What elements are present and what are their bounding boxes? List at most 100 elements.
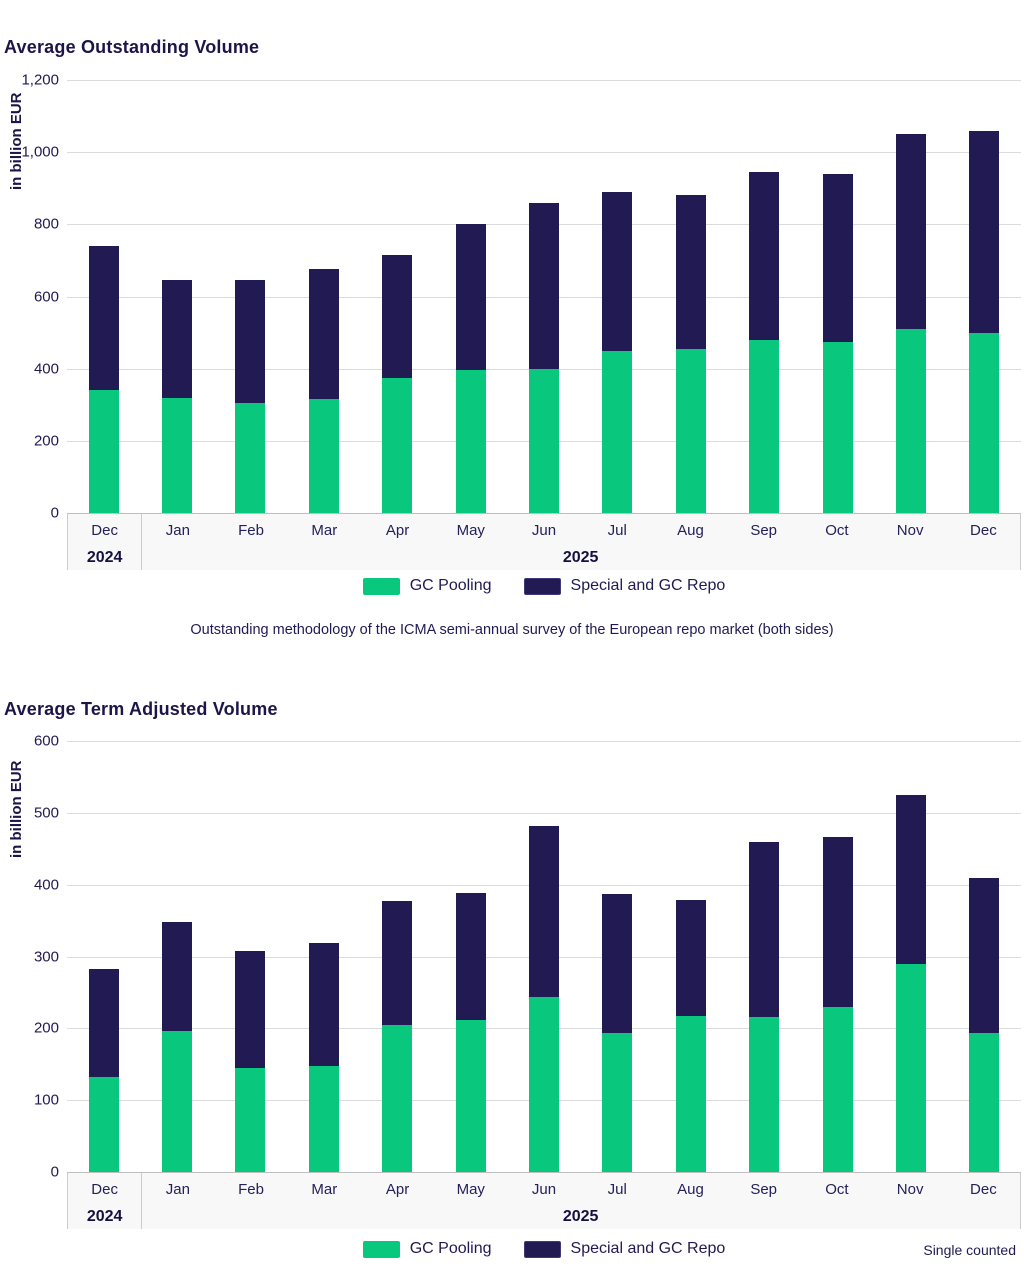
year-separator-line xyxy=(141,1173,143,1229)
bar-segment-gc-pooling xyxy=(969,1032,1000,1172)
bar-segment-special-gc-repo xyxy=(969,130,1000,333)
x-axis-month-label: Aug xyxy=(677,522,704,539)
legend-label: Special and GC Repo xyxy=(570,1240,726,1257)
x-axis-month-label: Dec xyxy=(970,522,997,539)
plot-area-outstanding-volume xyxy=(67,80,1021,513)
bar-segment-special-gc-repo xyxy=(675,195,706,349)
x-axis-month-label: Jan xyxy=(165,1181,190,1198)
bar-jun-6 xyxy=(529,202,559,513)
year-separator-line xyxy=(141,514,143,570)
legend-item-gc-pooling[interactable]: GC Pooling xyxy=(362,577,492,595)
x-axis-month-label: Jul xyxy=(607,522,627,539)
bar-segment-gc-pooling xyxy=(529,996,559,1172)
bar-segment-gc-pooling xyxy=(455,1020,486,1172)
bar-sep-9 xyxy=(749,841,780,1172)
bar-segment-special-gc-repo xyxy=(455,892,486,1021)
bar-segment-gc-pooling xyxy=(675,1016,706,1172)
x-axis-month-label: Apr xyxy=(385,522,410,539)
y-tick-label: 200 xyxy=(33,432,59,450)
bar-may-5 xyxy=(455,224,486,513)
legend-label: GC Pooling xyxy=(409,1240,492,1257)
y-tick-label: 1,000 xyxy=(21,143,59,161)
bar-segment-special-gc-repo xyxy=(969,877,1000,1033)
bar-segment-special-gc-repo xyxy=(749,172,780,340)
x-axis-month-label: Jan xyxy=(165,522,190,539)
legend: GC Pooling Special and GC Repo xyxy=(67,576,1021,596)
bar-segment-special-gc-repo xyxy=(235,280,266,403)
plot-area-term-adjusted-volume xyxy=(67,741,1021,1172)
bar-segment-gc-pooling xyxy=(162,397,193,513)
bar-segment-gc-pooling xyxy=(895,328,926,513)
x-axis-band: 2024 2025 Dec Jan Feb Mar Apr May Jun Jul Aug Sep… xyxy=(67,513,1021,570)
legend-item-special-gc-repo[interactable]: Special and GC Repo xyxy=(523,1240,726,1258)
legend-label: Special and GC Repo xyxy=(570,577,726,594)
x-axis-month-label: Jun xyxy=(531,522,557,539)
bar-segment-special-gc-repo xyxy=(822,173,853,342)
bar-segment-special-gc-repo xyxy=(308,942,339,1067)
bar-segment-special-gc-repo xyxy=(235,950,266,1068)
x-axis-month-label: Aug xyxy=(677,1181,704,1198)
x-axis-month-label: May xyxy=(456,522,485,539)
bar-jul-7 xyxy=(602,894,633,1172)
special-gc-repo-swatch-icon xyxy=(523,1240,561,1258)
x-axis-month-label: Mar xyxy=(311,1181,338,1198)
x-axis-month-label: Nov xyxy=(896,1181,924,1198)
x-axis-month-label: Dec xyxy=(91,522,118,539)
year-label-2024: 2024 xyxy=(86,549,123,566)
x-axis-month-label: Feb xyxy=(238,1181,264,1198)
bar-oct-10 xyxy=(822,173,853,513)
x-axis-band: 2024 2025 Dec Jan Feb Mar Apr May Jun Jul Aug Sep… xyxy=(67,1172,1021,1229)
x-axis-month-label: Oct xyxy=(825,1181,849,1198)
x-axis-month-label: Dec xyxy=(970,1181,997,1198)
y-axis-tick-labels: 0 100 200 300 400 500 600 xyxy=(0,733,59,1181)
bar-segment-gc-pooling xyxy=(88,390,119,513)
legend-item-gc-pooling[interactable]: GC Pooling xyxy=(362,1240,492,1258)
bar-segment-gc-pooling xyxy=(382,377,413,513)
special-gc-repo-swatch-icon xyxy=(523,577,561,595)
bar-segment-gc-pooling xyxy=(235,402,266,513)
bar-segment-gc-pooling xyxy=(749,1016,780,1172)
legend: GC Pooling Special and GC Repo xyxy=(67,1239,1021,1259)
bar-jan-1 xyxy=(162,280,193,513)
x-axis-month-label: Sep xyxy=(750,522,778,539)
legend-item-special-gc-repo[interactable]: Special and GC Repo xyxy=(523,577,726,595)
gc-pooling-swatch-icon xyxy=(362,577,400,595)
y-tick-label: 600 xyxy=(33,288,59,305)
y-tick-label: 1,200 xyxy=(21,71,59,89)
x-axis-month-label: Jul xyxy=(607,1181,627,1198)
bar-dec-12 xyxy=(969,877,1000,1172)
bar-segment-gc-pooling xyxy=(822,341,853,513)
bar-aug-8 xyxy=(675,195,706,513)
x-axis-month-label: Nov xyxy=(896,522,924,539)
bar-segment-gc-pooling xyxy=(749,339,780,513)
y-tick-label: 400 xyxy=(33,876,59,894)
bar-jul-7 xyxy=(602,191,633,513)
bar-segment-gc-pooling xyxy=(162,1031,193,1172)
bar-segment-special-gc-repo xyxy=(822,837,853,1007)
bar-segment-gc-pooling xyxy=(382,1025,413,1172)
bar-segment-gc-pooling xyxy=(969,332,1000,513)
bar-segment-gc-pooling xyxy=(88,1077,119,1172)
y-tick-label: 500 xyxy=(33,804,59,822)
year-label-2025: 2025 xyxy=(562,549,599,566)
bar-segment-special-gc-repo xyxy=(749,841,780,1017)
bar-segment-special-gc-repo xyxy=(88,968,119,1078)
bar-segment-special-gc-repo xyxy=(895,134,926,329)
y-tick-label: 300 xyxy=(33,948,59,965)
chart-title-outstanding-volume: Average Outstanding Volume xyxy=(4,36,260,57)
x-axis-month-label: Jun xyxy=(531,1181,557,1198)
bar-apr-4 xyxy=(382,901,413,1172)
bar-segment-special-gc-repo xyxy=(382,255,413,378)
bar-segment-gc-pooling xyxy=(895,964,926,1172)
bar-segment-gc-pooling xyxy=(822,1006,853,1172)
bar-dec-0 xyxy=(88,246,119,513)
y-tick-label: 600 xyxy=(33,732,59,750)
bar-dec-12 xyxy=(969,130,1000,513)
bar-segment-special-gc-repo xyxy=(895,794,926,965)
bar-segment-special-gc-repo xyxy=(529,825,559,997)
gridline xyxy=(67,152,1021,154)
bar-segment-gc-pooling xyxy=(308,1066,339,1172)
bar-segment-special-gc-repo xyxy=(382,901,413,1026)
bar-mar-3 xyxy=(308,269,339,513)
bar-segment-special-gc-repo xyxy=(675,899,706,1017)
